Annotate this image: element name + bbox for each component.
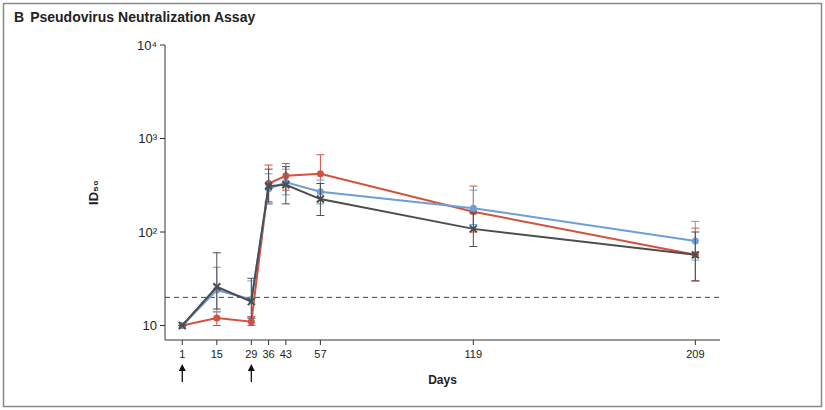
error-bar-cap [691,280,699,281]
title: B Pseudovirus Neutralization Assay [14,9,255,25]
error-bar-cap [691,280,699,281]
error-bar-cap [213,252,221,253]
panel-frame [4,4,822,407]
error-bar-cap [469,246,477,247]
x-tick [473,340,474,345]
error-bar [691,232,699,281]
x-label: Days [428,373,457,387]
y-tick [160,45,165,46]
y-tick [160,325,165,326]
x-tick-label: 209 [686,348,704,360]
error-bar-cap [213,309,221,310]
y-axis [165,45,166,340]
error-bar-cap [316,215,324,216]
error-bar [469,213,477,247]
dose-arrow-head [179,364,186,371]
x-tick [285,340,286,345]
error-bar-cap [213,325,221,326]
x-tick-label: 119 [465,348,483,360]
error-bar [247,278,255,318]
marker [213,315,220,322]
error-bar-cap [265,165,273,166]
x-tick [182,340,183,345]
error-bar [213,253,221,309]
marker [470,225,477,232]
x-tick-label: 57 [314,348,326,360]
y-tick-label: 10 [143,318,157,333]
marker [248,298,255,305]
x-tick-label: 43 [280,348,292,360]
marker [213,283,220,290]
y-label: ID₅₀ [86,180,101,205]
error-bar [282,167,290,204]
y-tick-label: 10⁴ [137,38,157,53]
marker [179,322,186,329]
error-bar-cap [316,183,324,184]
error-bar-cap [316,179,324,180]
marker [470,205,477,212]
x-tick-label: 1 [179,348,185,360]
x-tick [268,340,269,345]
error-bar-cap [265,169,273,170]
series-line [182,185,695,326]
x-tick-label: 36 [262,348,274,360]
title-text: Pseudovirus Neutralization Assay [30,9,255,25]
error-bar-cap [691,232,699,233]
dose-arrow-head [248,364,255,371]
error-bar-line [251,278,252,318]
marker [179,322,186,329]
marker [248,318,255,325]
error-bar-cap [213,311,221,312]
error-bar-cap [247,318,255,319]
dose-arrow [248,364,255,382]
error-bar [265,169,273,202]
series-line [182,182,695,325]
marker [692,251,699,258]
series-line [182,174,695,326]
error-bar-cap [691,221,699,222]
x-axis [165,340,720,341]
y-tick [160,138,165,139]
x-tick [251,340,252,345]
x-tick [695,340,696,345]
error-bar-cap [469,186,477,187]
dose-arrow [179,364,186,382]
error-bar [316,184,324,216]
error-bar-cap [282,166,290,167]
error-bar-cap [247,325,255,326]
error-bar-cap [265,201,273,202]
x-tick [216,340,217,345]
x-tick [320,340,321,345]
error-bar-line [216,253,217,309]
error-bar-cap [213,311,221,312]
error-bar-cap [247,318,255,319]
error-bar-cap [247,278,255,279]
error-bar-cap [316,154,324,155]
x-tick-label: 15 [211,348,223,360]
error-bar [213,312,221,326]
error-bar-cap [282,163,290,164]
y-tick-label: 10² [138,225,157,240]
panel-letter: B [14,9,24,25]
y-tick-label: 10³ [138,131,157,146]
error-bar-cap [469,212,477,213]
chart: B Pseudovirus Neutralization Assay 10 10² 10… [0,0,825,410]
error-bar [247,316,255,325]
dose-arrow-shaft [182,370,183,382]
marker [265,183,272,190]
error-bar-cap [469,190,477,191]
dose-arrow-shaft [251,370,252,382]
error-bar-cap [282,203,290,204]
x-tick-label: 29 [245,348,257,360]
marker [317,196,324,203]
marker [179,322,186,329]
marker [317,170,324,177]
y-tick [160,232,165,233]
plot-area [165,155,720,329]
marker [282,181,289,188]
